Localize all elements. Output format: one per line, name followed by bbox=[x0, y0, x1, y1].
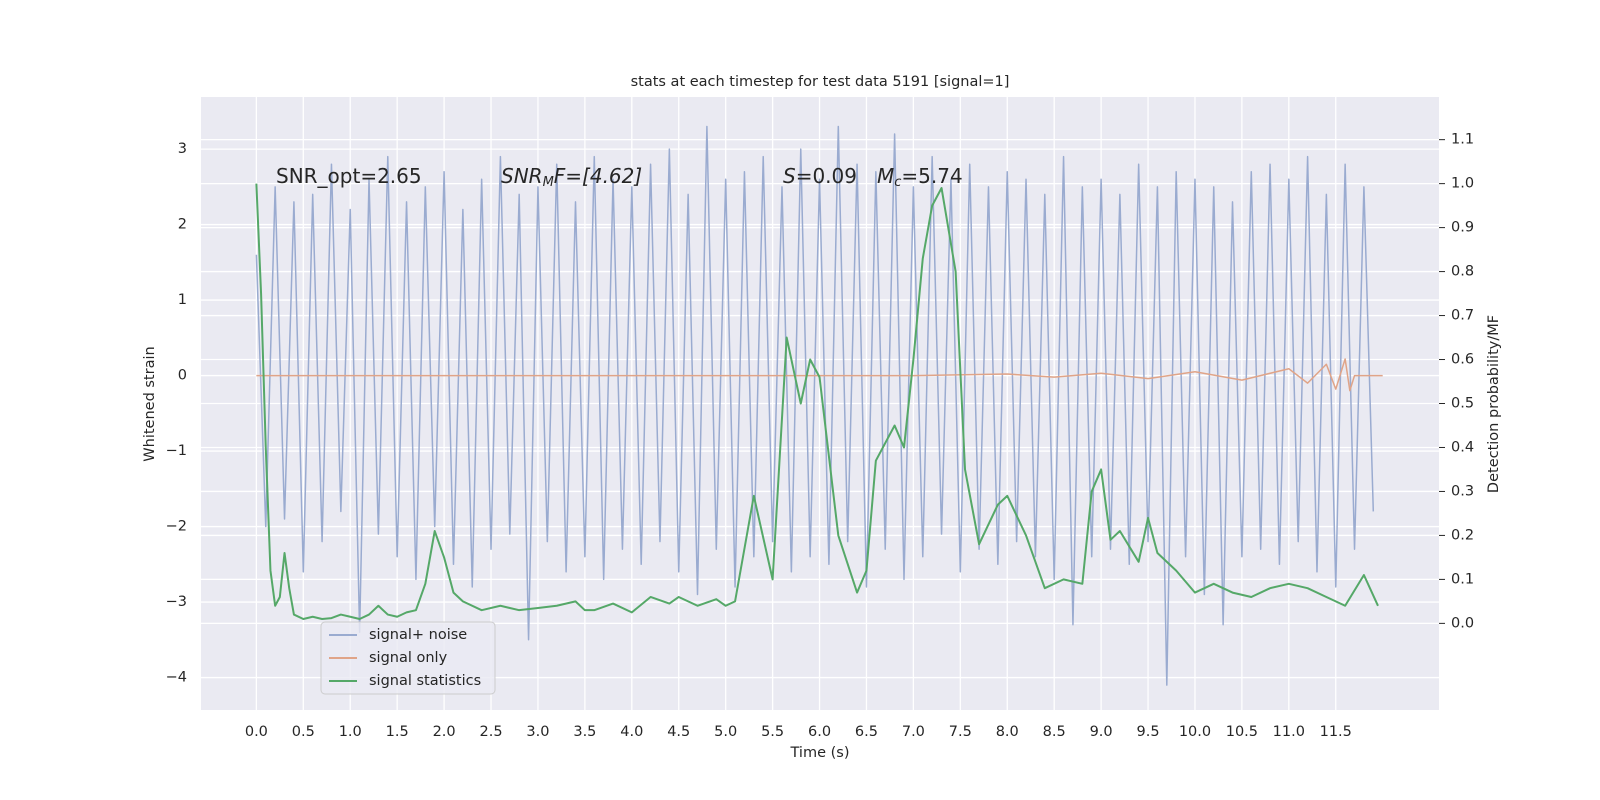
y2-tick-label: 0.2 bbox=[1451, 527, 1474, 543]
y2-tick-label: 0.4 bbox=[1451, 439, 1474, 455]
y2-tick-label: 0.0 bbox=[1451, 615, 1474, 631]
x-tick-label: 9.5 bbox=[1137, 724, 1160, 740]
x-tick-label: 4.5 bbox=[667, 724, 690, 740]
x-tick-label: 0.5 bbox=[292, 724, 315, 740]
x-tick-label: 3.0 bbox=[526, 724, 549, 740]
annotation: SNR_opt=2.65 bbox=[276, 164, 422, 188]
y-tick-label: −3 bbox=[166, 594, 187, 610]
annotation: SNRMF=[4.62] bbox=[501, 164, 642, 190]
x-tick-label: 5.5 bbox=[761, 724, 784, 740]
lines bbox=[255, 125, 1383, 686]
x-axis-label: Time (s) bbox=[790, 745, 850, 761]
y2-tick-label: 1.1 bbox=[1451, 132, 1474, 148]
y2-axis-label: Detection probability/MF bbox=[1486, 315, 1502, 493]
x-tick-label: 2.0 bbox=[433, 724, 456, 740]
y-tick-label: 2 bbox=[178, 217, 187, 233]
annotation-text: SNR_opt=2.65 bbox=[276, 164, 422, 188]
legend: signal+ noise signal only signal statistic… bbox=[320, 621, 496, 695]
x-tick-label: 7.0 bbox=[902, 724, 925, 740]
x-tick-label: 8.5 bbox=[1043, 724, 1066, 740]
y2-tick-label: 0.1 bbox=[1451, 571, 1474, 587]
y-tick-label: −1 bbox=[166, 443, 187, 459]
y2-tick-label: 0.6 bbox=[1451, 352, 1474, 368]
legend-label: signal+ noise bbox=[369, 627, 467, 643]
chart-title: stats at each timestep for test data 519… bbox=[631, 74, 1010, 90]
legend-box bbox=[320, 621, 496, 695]
y-tick-label: 1 bbox=[178, 292, 187, 308]
x-tick-label: 5.0 bbox=[714, 724, 737, 740]
y-tick-label: −4 bbox=[166, 670, 187, 686]
annotation: S=0.09 bbox=[783, 164, 857, 188]
x-tick-label: 1.5 bbox=[386, 724, 409, 740]
annotation-text: =5.74 bbox=[901, 164, 962, 188]
y2-tick-label: 0.8 bbox=[1451, 264, 1474, 280]
x-tick-label: 6.0 bbox=[808, 724, 831, 740]
x-tick-label: 1.0 bbox=[339, 724, 362, 740]
y2-tick-label: 0.5 bbox=[1451, 396, 1474, 412]
x-tick-label: 7.5 bbox=[949, 724, 972, 740]
x-tick-label: 9.0 bbox=[1090, 724, 1113, 740]
x-tick-label: 0.0 bbox=[245, 724, 268, 740]
y-axis-label: Whitened strain bbox=[142, 346, 158, 461]
legend-label: signal statistics bbox=[369, 673, 481, 689]
y2-tick-label: 0.7 bbox=[1451, 308, 1474, 324]
annotation-text: F=[4.62] bbox=[554, 164, 642, 188]
x-tick-label: 3.5 bbox=[573, 724, 596, 740]
legend-label: signal only bbox=[369, 650, 448, 666]
axes: 0.0 0.5 1.0 1.5 2.0 2.5 3.0 3.5 4.0 4.5 5.0 5.5 6.0 6… bbox=[166, 132, 1474, 740]
annotation-text: =0.09 bbox=[796, 164, 857, 188]
series-line bbox=[255, 183, 1379, 620]
x-tick-label: 6.5 bbox=[855, 724, 878, 740]
annotation-text: M bbox=[877, 164, 894, 188]
x-tick-label: 10.0 bbox=[1179, 724, 1211, 740]
y2-tick-label: 0.3 bbox=[1451, 483, 1474, 499]
series-line bbox=[256, 358, 1383, 392]
y-tick-label: −2 bbox=[166, 519, 187, 535]
x-tick-label: 8.0 bbox=[996, 724, 1019, 740]
x-tick-label: 11.5 bbox=[1320, 724, 1352, 740]
y-tick-label: 0 bbox=[178, 368, 187, 384]
y2-tick-label: 0.9 bbox=[1451, 220, 1474, 236]
x-tick-label: 2.5 bbox=[479, 724, 502, 740]
annotation-text: S bbox=[783, 164, 796, 188]
x-tick-label: 10.5 bbox=[1226, 724, 1258, 740]
x-tick-label: 4.0 bbox=[620, 724, 643, 740]
annotation-text: SNR bbox=[501, 164, 543, 188]
annotation-text: c bbox=[894, 175, 901, 190]
y2-tick-label: 1.0 bbox=[1451, 176, 1474, 192]
x-tick-label: 11.0 bbox=[1273, 724, 1305, 740]
annotation: Mc=5.74 bbox=[877, 164, 963, 190]
annotation-text: M bbox=[543, 175, 554, 190]
y-tick-label: 3 bbox=[178, 141, 187, 157]
